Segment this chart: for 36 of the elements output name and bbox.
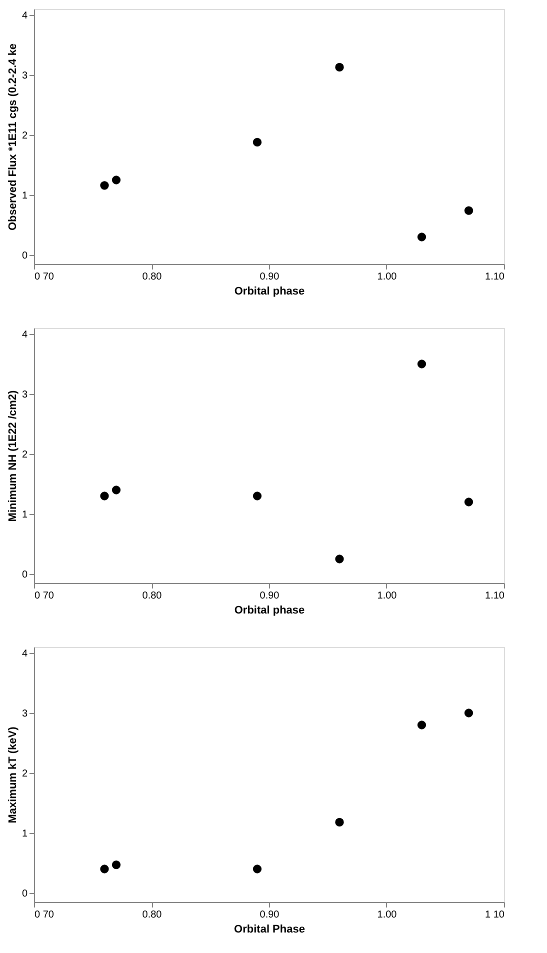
x-tick-label: 1 10 [485, 910, 505, 920]
y-tick-label: 2 [22, 130, 28, 142]
x-tick-label: 1.00 [377, 910, 398, 920]
y-tick-label: 1 [22, 510, 28, 520]
x-tick-label: 0.80 [142, 910, 162, 920]
y-axis-title: Minimum NH (1E22 /cm2) [6, 390, 19, 522]
x-tick-label: 0 70 [34, 272, 54, 282]
x-tick-label: 1.00 [377, 272, 398, 282]
y-tick-label: 4 [22, 330, 28, 340]
x-axis-title: Orbital phase [234, 604, 305, 616]
x-tick-label: 1.10 [485, 272, 505, 282]
y-tick-label: 3 [22, 70, 28, 82]
y-tick-label: 2 [22, 768, 28, 780]
y-axis-title: Observed Flux *1E11 cgs (0.2-2.4 ke [6, 43, 19, 231]
y-tick-label: 0 [22, 888, 28, 900]
y-axis-title: Maximum kT (keV) [6, 726, 19, 824]
x-tick-label: 0.90 [260, 272, 280, 282]
x-axis-title: Orbital Phase [234, 924, 305, 936]
x-tick-label: 0.90 [260, 910, 280, 920]
y-tick-label: 4 [22, 10, 28, 22]
y-tick-label: 2 [22, 450, 28, 460]
x-tick-label: 0.90 [260, 590, 280, 602]
x-tick-label: 0 70 [34, 590, 54, 602]
x-tick-label: 1.10 [485, 590, 505, 602]
y-tick-label: 1 [22, 190, 28, 202]
y-tick-label: 0 [22, 250, 28, 262]
x-tick-label: 0.80 [142, 272, 162, 282]
y-tick-label: 4 [22, 648, 28, 660]
y-tick-label: 3 [22, 708, 28, 720]
x-axis-title: Orbital phase [234, 286, 305, 298]
x-tick-label: 0 70 [34, 910, 54, 920]
x-tick-label: 0.80 [142, 590, 162, 602]
x-tick-label: 1.00 [377, 590, 398, 602]
y-tick-label: 0 [22, 570, 28, 580]
y-tick-label: 1 [22, 828, 28, 840]
y-tick-label: 3 [22, 390, 28, 400]
